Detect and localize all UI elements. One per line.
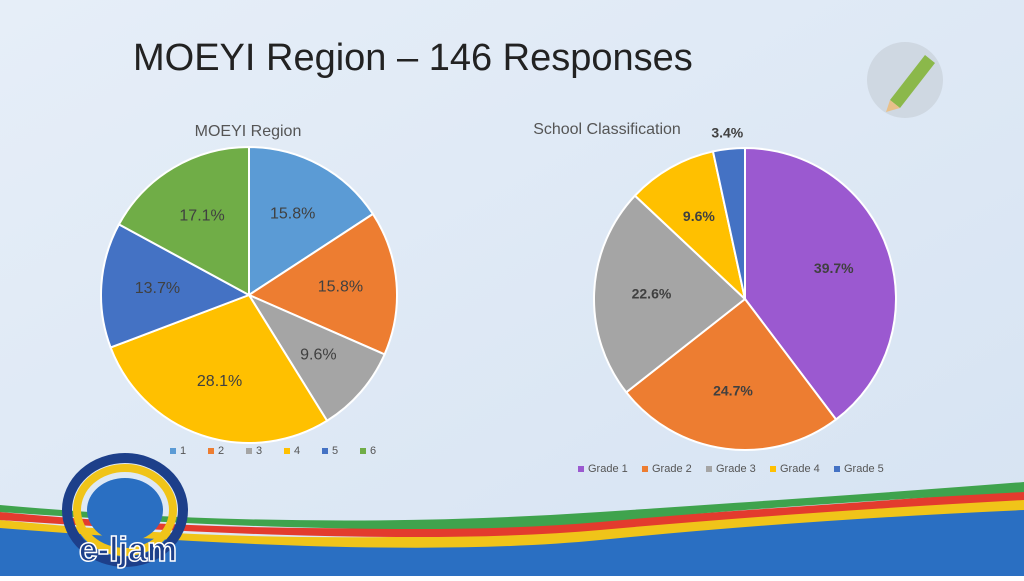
- pie-slice: [246, 292, 386, 423]
- legend-swatch: [208, 448, 214, 454]
- data-label: 15.8%: [270, 206, 315, 223]
- legend-label: 4: [294, 445, 300, 457]
- pie-slice: [593, 194, 747, 394]
- legend-swatch: [284, 448, 290, 454]
- data-label: 9.6%: [683, 208, 715, 224]
- pencil-icon: [867, 42, 943, 118]
- legend-swatch: [578, 466, 584, 472]
- data-label: 28.1%: [197, 373, 242, 390]
- pie-slice: [100, 223, 252, 349]
- data-label: 39.7%: [814, 260, 854, 276]
- legend-label: Grade 1: [588, 463, 628, 475]
- legend-label: 3: [256, 445, 262, 457]
- slide-title: MOEYI Region – 146 Responses: [133, 37, 693, 79]
- pie-slice: [711, 146, 746, 300]
- legend-label: 2: [218, 445, 224, 457]
- logo-text: e-ljam: [79, 531, 177, 569]
- pie-slice: [624, 297, 838, 451]
- pie-slice: [744, 146, 897, 421]
- data-label: 15.8%: [318, 279, 363, 296]
- legend-swatch: [246, 448, 252, 454]
- decor-stripes: [0, 482, 1024, 576]
- chart-title: School Classification: [533, 121, 681, 138]
- data-label: 24.7%: [713, 383, 753, 399]
- pie-slice: [633, 150, 747, 302]
- pie-slice: [109, 293, 329, 444]
- data-label: 3.4%: [711, 125, 743, 141]
- legend-label: Grade 5: [844, 463, 884, 475]
- legend-swatch: [642, 466, 648, 472]
- legend-swatch: [360, 448, 366, 454]
- legend-label: 5: [332, 445, 338, 457]
- data-label: 17.1%: [179, 207, 224, 224]
- legend-swatch: [770, 466, 776, 472]
- data-label: 22.6%: [632, 286, 672, 302]
- pie-slice: [117, 145, 250, 297]
- legend-label: Grade 2: [652, 463, 692, 475]
- logo: e-ljam: [62, 453, 188, 570]
- data-label: 13.7%: [135, 280, 180, 297]
- legend-swatch: [706, 466, 712, 472]
- pie-slice: [246, 212, 398, 356]
- legend-label: 1: [180, 445, 186, 457]
- legend-label: Grade 3: [716, 463, 756, 475]
- legend-label: Grade 4: [780, 463, 820, 475]
- legend-swatch: [170, 448, 176, 454]
- legend-swatch: [834, 466, 840, 472]
- chart-title: MOEYI Region: [195, 123, 302, 140]
- data-label: 9.6%: [300, 346, 336, 363]
- pie-slice: [248, 145, 375, 297]
- legend-swatch: [322, 448, 328, 454]
- legend-label: 6: [370, 445, 376, 457]
